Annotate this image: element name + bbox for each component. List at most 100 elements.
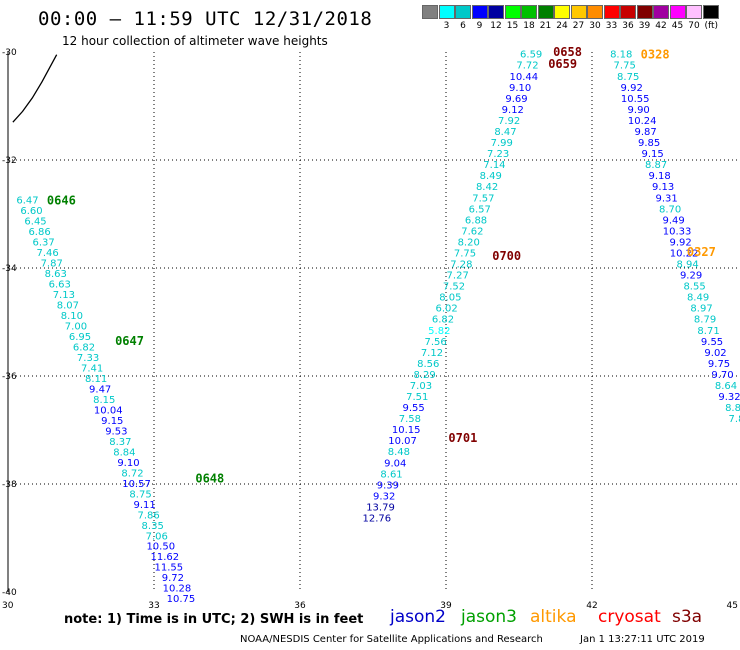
legend-swatch xyxy=(570,5,587,19)
swh-value: 9.12 xyxy=(502,105,524,116)
swh-value: 7.13 xyxy=(53,290,75,301)
swh-value: 7.8 xyxy=(729,414,740,425)
swh-value: 6.86 xyxy=(28,227,50,238)
swh-value: 8.70 xyxy=(659,204,681,215)
swh-value: 7.57 xyxy=(472,193,494,204)
swh-value: 8.55 xyxy=(683,282,705,293)
lat-tick-label: -30 xyxy=(2,48,17,58)
swh-value: 6.47 xyxy=(16,196,38,207)
swh-value: 8.94 xyxy=(676,260,698,271)
swh-value: 8.15 xyxy=(93,395,115,406)
satellite-jason2: jason2 xyxy=(390,607,446,627)
swh-value: 8.61 xyxy=(380,469,402,480)
swh-value: 9.55 xyxy=(402,403,424,414)
coastline xyxy=(12,54,58,123)
swh-value: 9.70 xyxy=(711,370,733,381)
swh-value: 9.92 xyxy=(621,83,643,94)
legend-label: 70 xyxy=(688,21,700,31)
legend-label: 18 xyxy=(523,21,535,31)
legend-label: 33 xyxy=(605,21,618,31)
swh-value: 10.07 xyxy=(388,436,417,447)
swh-value: 7.23 xyxy=(487,149,509,160)
swh-value: 9.69 xyxy=(505,94,527,105)
pass-time-label: 0700 xyxy=(492,249,521,263)
swh-value: 9.18 xyxy=(649,171,671,182)
credit-text: NOAA/NESDIS Center for Satellite Applica… xyxy=(240,634,543,645)
swh-value: 8.49 xyxy=(687,293,709,304)
swh-value: 9.53 xyxy=(105,426,127,437)
swh-value: 6.82 xyxy=(73,342,95,353)
satellite-jason3: jason3 xyxy=(461,607,517,627)
swh-value: 10.55 xyxy=(621,94,650,105)
pass-time-label: 0701 xyxy=(448,431,477,445)
swh-value: 8.18 xyxy=(610,50,632,61)
pass-time-label: 0327 xyxy=(687,245,716,259)
pass-time-label: 0648 xyxy=(195,472,224,486)
swh-value: 7.72 xyxy=(516,61,538,72)
swh-value: 7.62 xyxy=(461,226,483,237)
swh-value: 13.79 xyxy=(366,502,395,513)
swh-value: 9.47 xyxy=(89,384,111,395)
timestamp: Jan 1 13:27:11 UTC 2019 xyxy=(580,634,705,645)
lon-tick-label: 30 xyxy=(2,601,14,611)
pass-time-label: 0658 xyxy=(553,45,582,59)
swh-value: 7.46 xyxy=(37,248,59,259)
swh-value: 9.49 xyxy=(662,215,684,226)
page-subtitle: 12 hour collection of altimeter wave hei… xyxy=(62,34,328,48)
satellite-altika: altika xyxy=(530,607,577,627)
swh-value: 9.90 xyxy=(628,105,650,116)
swh-value: 9.02 xyxy=(704,348,726,359)
swh-value: 7.58 xyxy=(399,414,421,425)
swh-value: 7.14 xyxy=(483,160,505,171)
legend-swatch xyxy=(686,5,702,19)
swh-value: 9.85 xyxy=(638,138,660,149)
swh-value: 8.8 xyxy=(725,403,740,414)
legend-swatch xyxy=(702,5,719,19)
satellite-s3a: s3a xyxy=(672,607,703,627)
swh-value: 8.37 xyxy=(109,437,131,448)
swh-value: 7.92 xyxy=(498,116,520,127)
swh-value: 9.32 xyxy=(718,392,740,403)
lat-tick-label: -40 xyxy=(2,588,17,598)
pass-time-label: 0646 xyxy=(47,194,76,208)
swh-value: 7.75 xyxy=(454,248,476,259)
swh-value: 6.45 xyxy=(24,216,46,227)
swh-value: 9.87 xyxy=(635,127,657,138)
legend-swatch xyxy=(620,5,636,19)
legend-swatch xyxy=(636,5,653,19)
swh-value: 7.41 xyxy=(81,363,103,374)
swh-value: 9.15 xyxy=(642,149,664,160)
swh-value: 6.95 xyxy=(69,332,91,343)
swh-value: 10.15 xyxy=(392,425,421,436)
legend-unit: (ft) xyxy=(704,21,719,31)
lat-tick-label: -34 xyxy=(2,264,17,274)
swh-value: 8.10 xyxy=(61,311,83,322)
swh-value: 7.56 xyxy=(425,337,447,348)
swh-value: 10.44 xyxy=(509,72,538,83)
lon-tick-label: 39 xyxy=(440,601,452,611)
swh-value: 10.04 xyxy=(94,405,123,416)
lon-tick-label: 45 xyxy=(727,601,738,611)
swh-value: 9.04 xyxy=(384,458,406,469)
swh-value: 9.31 xyxy=(655,193,677,204)
swh-value: 9.15 xyxy=(101,416,123,427)
swh-value: 10.75 xyxy=(167,594,196,605)
swh-value: 9.32 xyxy=(373,491,395,502)
legend-swatch xyxy=(455,5,471,19)
legend-label: 39 xyxy=(638,21,651,31)
color-legend: 3 6 9 12 15 18 21 24 27 30 33 36 39 42 45 70 (ft) xyxy=(422,5,738,35)
swh-value: 7.28 xyxy=(450,260,472,271)
swh-value: 7.12 xyxy=(421,348,443,359)
swh-value: 9.39 xyxy=(377,480,399,491)
swh-value: 8.71 xyxy=(697,326,719,337)
legend-swatch xyxy=(554,5,570,19)
lon-tick-label: 36 xyxy=(294,601,306,611)
legend-swatch xyxy=(422,5,438,19)
swh-value: 9.92 xyxy=(669,237,691,248)
swh-value: 8.20 xyxy=(458,237,480,248)
lon-tick-label: 42 xyxy=(586,601,597,611)
page-title: 00:00 – 11:59 UTC 12/31/2018 xyxy=(38,8,373,30)
swh-value: 8.79 xyxy=(694,315,716,326)
